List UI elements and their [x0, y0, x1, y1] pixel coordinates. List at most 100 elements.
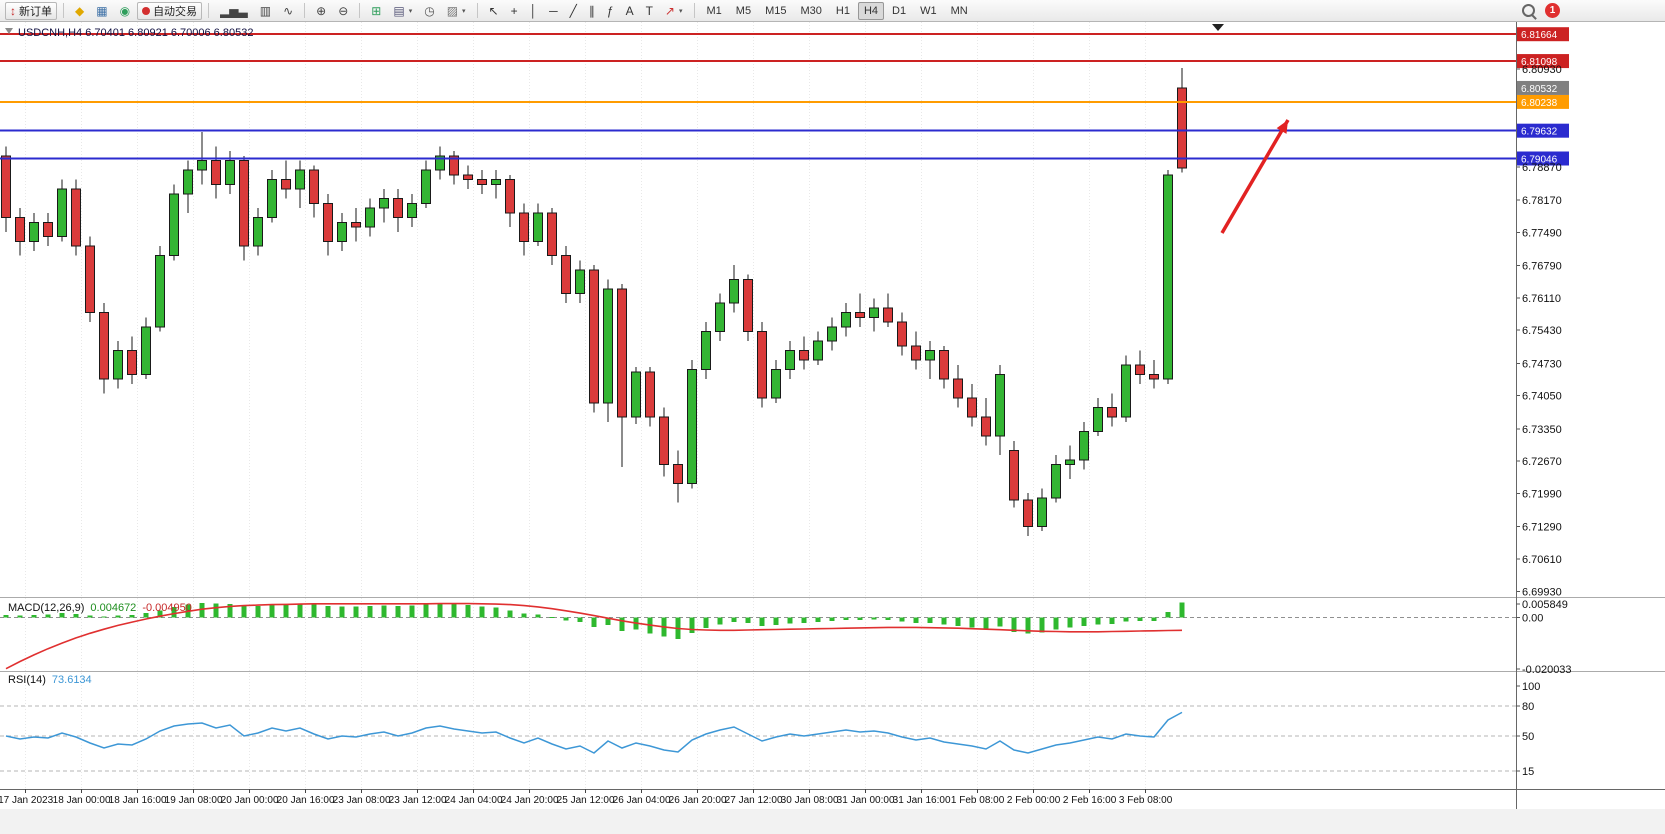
time-axis-label: 2 Feb 16:00	[1063, 795, 1117, 806]
macd-histogram-bar	[1179, 602, 1185, 618]
macd-histogram-bar	[787, 617, 793, 624]
candle	[547, 212, 557, 257]
templates-button[interactable]: ▨ ▾	[442, 2, 471, 20]
arrows-tool[interactable]: ↗ ▾	[660, 2, 688, 20]
vertical-line-tool-icon: │	[529, 3, 538, 18]
price-axis-label: 6.76110	[1522, 293, 1561, 305]
timeframe-mn-label: MN	[950, 4, 968, 17]
candle	[995, 373, 1005, 437]
vertical-line-tool[interactable]: │	[525, 2, 543, 20]
candle	[253, 217, 263, 247]
candlestick-chart-button[interactable]: ▥	[255, 2, 276, 20]
current-price-badge: 6.80532	[1517, 80, 1569, 95]
macd-histogram-bar	[941, 617, 947, 625]
label-tool[interactable]: T	[641, 2, 658, 20]
candle	[1149, 373, 1159, 380]
time-axis-label: 19 Jan 08:00	[165, 795, 223, 806]
price-axis[interactable]	[1517, 22, 1665, 789]
candle	[309, 169, 319, 204]
zoom-out-button-icon: ⊖	[338, 3, 349, 18]
arrow-head	[1276, 120, 1288, 134]
candle	[715, 302, 725, 333]
zoom-in-button[interactable]: ⊕	[311, 2, 331, 20]
timeframe-h1[interactable]: H1	[830, 2, 856, 20]
chart-type-group: ▂▅▃ ▥ ∿	[215, 2, 298, 20]
timeframe-d1-label: D1	[892, 4, 907, 17]
bar-chart-button-icon: ▂▅▃	[220, 3, 248, 18]
dropdown-caret: ▾	[462, 7, 466, 15]
timeframe-h4[interactable]: H4	[857, 1, 884, 20]
macd-histogram-bar	[801, 617, 807, 624]
cursor-tool[interactable]: ↖	[484, 2, 504, 20]
horizontal-line-tool[interactable]: ─	[544, 2, 563, 20]
macd-histogram-bar	[269, 605, 275, 618]
trendline-tool[interactable]: ╱	[565, 2, 582, 20]
search-icon[interactable]	[1522, 4, 1535, 17]
timeframe-mn[interactable]: MN	[945, 2, 974, 20]
text-tool[interactable]: A	[621, 2, 639, 20]
zoom-out-button[interactable]: ⊖	[333, 2, 353, 20]
macd-histogram-bar	[1095, 617, 1101, 625]
market-watch-icon[interactable]: ▦	[91, 2, 112, 20]
timeframe-d1[interactable]: D1	[886, 2, 912, 20]
macd-axis-label: -0.020033	[1522, 664, 1572, 676]
window-bottom-strip	[0, 809, 1665, 834]
timeframe-group: M1 M5 M15 M30 H1 H4 D1 W1 MN	[701, 1, 974, 20]
macd-histogram-bar	[227, 604, 233, 618]
macd-histogram-bar	[899, 617, 905, 622]
time-axis[interactable]	[0, 789, 1665, 809]
timeframe-w1[interactable]: W1	[914, 2, 943, 20]
candle	[505, 179, 515, 214]
one-click-trading-toggle[interactable]	[5, 28, 13, 34]
candle	[1135, 364, 1145, 375]
rsi-label: RSI(14) 73.6134	[8, 674, 92, 686]
notification-badge[interactable]: 1	[1545, 3, 1560, 18]
timeframe-m5[interactable]: M5	[730, 2, 757, 20]
candle	[113, 350, 123, 380]
macd-histogram-bar	[717, 617, 723, 625]
toolbar-separator	[63, 3, 64, 18]
macd-histogram-bar	[521, 613, 527, 618]
fibonacci-tool[interactable]: ƒ	[602, 2, 619, 20]
timeframe-m15[interactable]: M15	[759, 2, 792, 20]
candle	[1107, 407, 1117, 418]
line-chart-button[interactable]: ∿	[278, 2, 298, 20]
crosshair-tool[interactable]: +	[506, 2, 523, 20]
new-order-button[interactable]: ↕ 新订单	[5, 1, 57, 20]
candle	[155, 255, 165, 328]
trend-arrow-annotation[interactable]	[1220, 119, 1290, 234]
macd-histogram-bar	[563, 617, 569, 621]
macd-histogram-bar	[885, 617, 891, 620]
candle	[379, 198, 389, 209]
chart-shift-marker[interactable]	[1212, 24, 1224, 31]
tile-windows-button[interactable]: ⊞	[366, 2, 386, 20]
macd-histogram-bar	[997, 617, 1003, 627]
new-chart-button[interactable]: ▤ ▾	[388, 2, 417, 20]
mql5-community-icon[interactable]: ◉	[115, 2, 135, 20]
candle	[813, 340, 823, 361]
macd-histogram-bar	[815, 617, 821, 623]
macd-histogram-bar	[689, 617, 695, 633]
channel-tool[interactable]: ∥	[584, 2, 600, 20]
candle	[1121, 364, 1131, 418]
candle	[967, 397, 977, 418]
fibonacci-tool-icon: ƒ	[606, 3, 614, 18]
chart-canvas[interactable]: 6.81664 6.81098 6.80238 6.79632 6.79046 6.805…	[0, 22, 1665, 834]
price-axis-label: 6.78170	[1522, 195, 1562, 207]
profile-icon[interactable]: ◆	[70, 2, 89, 20]
price-axis-label: 6.80930	[1522, 64, 1562, 76]
periods-button[interactable]: ◷	[419, 2, 439, 20]
auto-trading-status-icon	[142, 6, 151, 15]
macd-histogram-bar	[1081, 617, 1087, 627]
new-order-icon: ↕	[10, 3, 16, 18]
bar-chart-button[interactable]: ▂▅▃	[215, 2, 253, 20]
label-tool-icon: T	[645, 3, 653, 18]
auto-trading-button[interactable]: 自动交易	[137, 1, 203, 20]
candle	[1009, 449, 1019, 501]
candle	[127, 350, 137, 375]
candle	[687, 369, 697, 485]
timeframe-m1[interactable]: M1	[701, 2, 728, 20]
candle	[883, 307, 893, 323]
candle	[603, 288, 613, 404]
timeframe-m30[interactable]: M30	[794, 2, 827, 20]
